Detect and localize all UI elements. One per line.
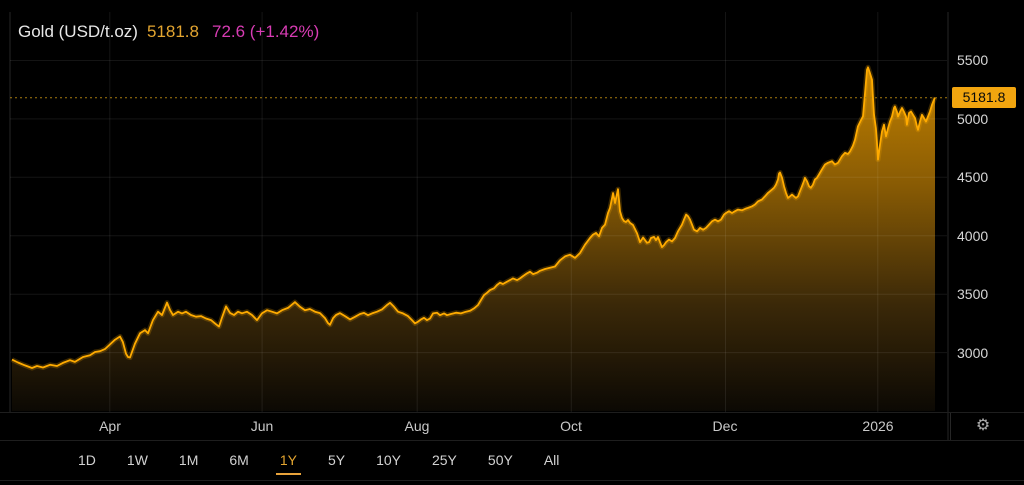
y-axis-label: 3000 — [957, 345, 989, 361]
price-change-value: 72.6 (+1.42%) — [211, 22, 320, 41]
range-button-1d[interactable]: 1D — [78, 452, 96, 468]
y-axis-label: 3500 — [957, 286, 989, 302]
range-button-1w[interactable]: 1W — [126, 452, 148, 468]
y-axis-label: 4000 — [957, 228, 989, 244]
current-price-value: 5181.8 — [146, 22, 199, 41]
range-selector: 1D 1W 1M 6M 1Y 5Y 10Y 25Y 50Y All — [74, 447, 563, 477]
x-axis-label-aug: Aug — [404, 418, 430, 434]
x-axis-label-apr: Apr — [99, 418, 121, 434]
range-button-50y[interactable]: 50Y — [487, 452, 513, 468]
y-axis-label: 4500 — [957, 169, 989, 185]
current-price-badge: 5181.8 — [952, 87, 1016, 108]
range-button-all[interactable]: All — [543, 452, 560, 468]
x-axis-label-jun: Jun — [250, 418, 274, 434]
y-axis-label: 5500 — [957, 52, 989, 68]
range-button-1y[interactable]: 1Y — [275, 449, 301, 475]
range-button-25y[interactable]: 25Y — [431, 452, 457, 468]
price-area-fill — [12, 67, 935, 412]
range-button-1m[interactable]: 1M — [178, 452, 199, 468]
range-button-10y[interactable]: 10Y — [376, 452, 401, 468]
x-axis-label-dec: Dec — [712, 418, 738, 434]
range-button-5y[interactable]: 5Y — [327, 452, 346, 468]
bottom-divider — [0, 480, 1024, 481]
y-axis-label: 5000 — [957, 111, 989, 127]
chart-header: Gold (USD/t.oz) 5181.8 72.6 (+1.42%) — [18, 22, 319, 42]
range-button-6m[interactable]: 6M — [229, 452, 249, 468]
x-axis: Apr Jun Aug Oct Dec 2026 ⚙ — [0, 412, 1024, 441]
x-axis-label-oct: Oct — [560, 418, 582, 434]
x-axis-label-2026: 2026 — [862, 418, 894, 434]
settings-gear-icon[interactable]: ⚙ — [975, 417, 991, 434]
instrument-title: Gold (USD/t.oz) — [18, 22, 138, 41]
axis-gear-divider — [950, 413, 951, 440]
price-line — [11, 66, 936, 369]
